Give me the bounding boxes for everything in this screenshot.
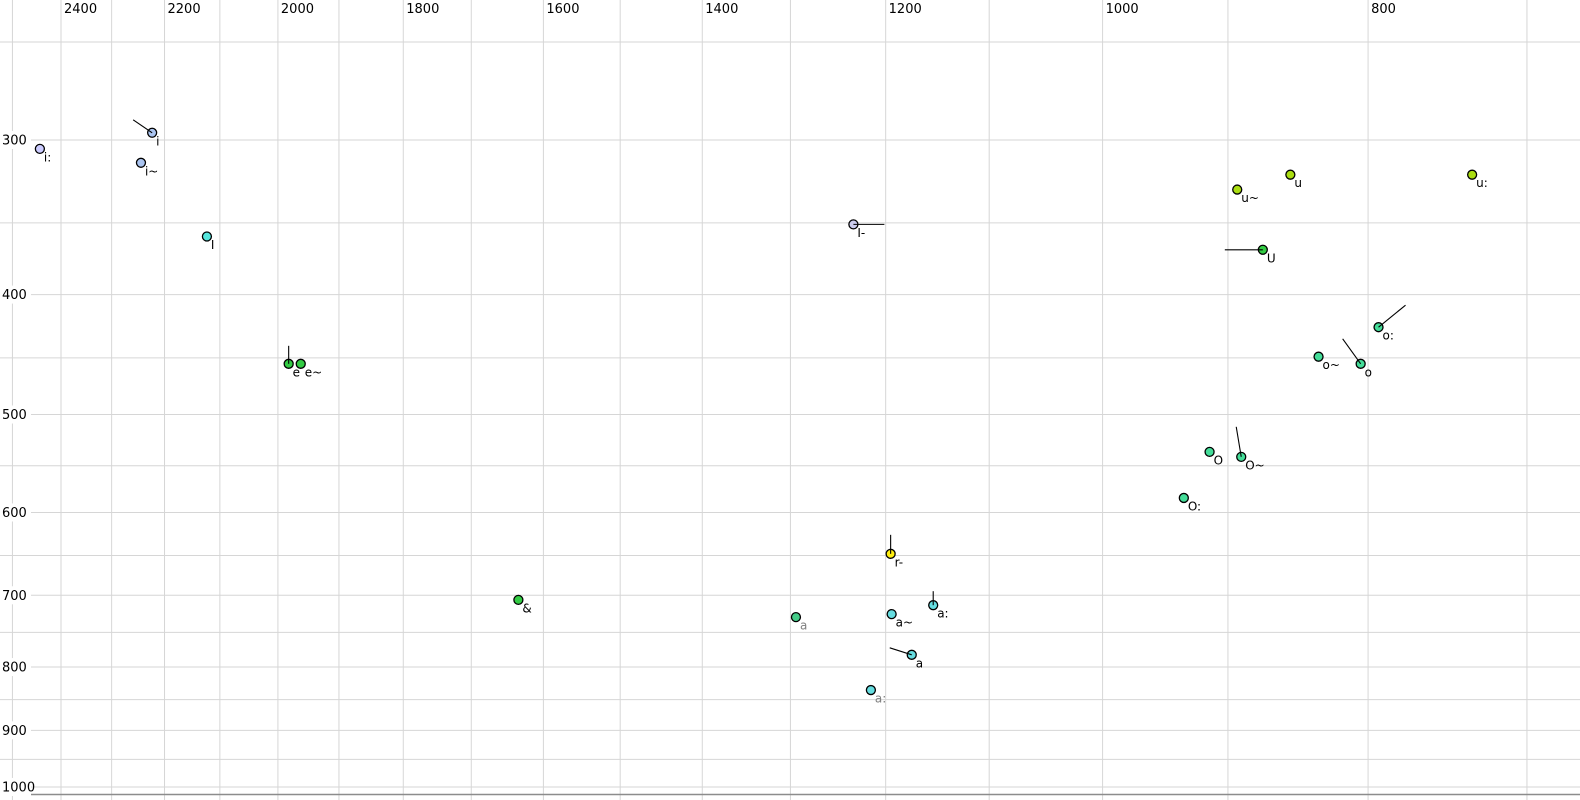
x-axis-tick-label: 1200 bbox=[889, 2, 922, 17]
data-point-u bbox=[1285, 169, 1296, 180]
y-axis-label-patch bbox=[0, 131, 31, 149]
x-axis-tick-label: 1600 bbox=[546, 2, 579, 17]
y-axis-tick-label: 500 bbox=[2, 408, 27, 423]
y-axis-tick-label: 700 bbox=[2, 589, 27, 604]
data-point-label: u~ bbox=[1241, 191, 1259, 205]
data-point-label: e bbox=[293, 365, 300, 379]
y-axis-label-patch bbox=[0, 503, 31, 522]
data-point-label: O bbox=[1214, 453, 1223, 467]
y-axis-label-patch bbox=[0, 777, 31, 796]
data-point-whisker bbox=[1235, 426, 1242, 457]
data-point-label: a~ bbox=[896, 616, 913, 630]
data-point-whisker bbox=[1378, 304, 1406, 328]
data-point-label: i: bbox=[44, 150, 51, 164]
data-point-label: I- bbox=[857, 226, 865, 240]
data-point-label: a: bbox=[937, 607, 948, 621]
data-point-u bbox=[1466, 169, 1478, 180]
data-point-a bbox=[790, 611, 802, 623]
data-point-a bbox=[865, 684, 877, 696]
data-point-label: a: bbox=[875, 692, 886, 706]
y-axis-tick-label: 600 bbox=[2, 506, 27, 521]
x-axis-tick-label: 800 bbox=[1371, 2, 1396, 17]
data-point-u bbox=[1232, 184, 1243, 195]
data-point- bbox=[513, 594, 524, 606]
data-point-label: O: bbox=[1188, 499, 1201, 513]
y-axis-tick-label: 300 bbox=[2, 134, 27, 149]
data-point-label: i~ bbox=[145, 164, 158, 178]
data-point-label: o bbox=[1365, 365, 1372, 379]
data-point-label: u: bbox=[1476, 176, 1488, 190]
data-point-i bbox=[135, 157, 147, 168]
y-axis-tick-label: 1000 bbox=[2, 780, 35, 795]
data-point-label: r- bbox=[895, 555, 904, 569]
data-point-I bbox=[201, 231, 213, 242]
data-point-whisker bbox=[1342, 338, 1362, 365]
x-axis-tick-label: 2200 bbox=[168, 2, 201, 17]
x-axis-tick-label: 1400 bbox=[705, 2, 738, 17]
y-axis-label-patch bbox=[0, 658, 31, 677]
data-point-i bbox=[34, 143, 46, 155]
data-point-label: o: bbox=[1383, 329, 1394, 343]
data-point-a bbox=[886, 609, 897, 620]
x-axis-tick-label: 2000 bbox=[281, 2, 314, 17]
data-point-label: i bbox=[156, 134, 159, 148]
data-point-label: e~ bbox=[305, 365, 322, 379]
data-point-label: a bbox=[916, 656, 923, 670]
data-point-label: a bbox=[800, 619, 807, 633]
data-point-e bbox=[295, 358, 306, 369]
data-point-label: o~ bbox=[1323, 358, 1340, 372]
data-point-label: & bbox=[522, 601, 531, 615]
data-point-whisker bbox=[132, 119, 153, 134]
x-axis-tick-label: 1000 bbox=[1106, 2, 1139, 17]
y-axis-tick-label: 400 bbox=[2, 288, 27, 303]
data-point-O bbox=[1178, 492, 1189, 504]
data-point-whisker bbox=[889, 647, 912, 656]
y-axis-label-patch bbox=[0, 405, 31, 424]
data-point-label: O~ bbox=[1245, 458, 1265, 472]
x-axis-tick-label: 2400 bbox=[64, 2, 97, 17]
y-axis-label-patch bbox=[0, 721, 31, 740]
y-axis-tick-label: 900 bbox=[2, 724, 27, 739]
y-axis-tick-label: 800 bbox=[2, 661, 27, 676]
data-point-label: u bbox=[1294, 176, 1302, 190]
data-point-o bbox=[1313, 351, 1324, 362]
data-point-O bbox=[1204, 446, 1215, 458]
y-axis-label-patch bbox=[0, 586, 31, 605]
x-axis-tick-label: 1800 bbox=[406, 2, 439, 17]
data-point-label: U bbox=[1267, 251, 1276, 265]
y-axis-label-patch bbox=[0, 285, 31, 304]
data-point-label: I bbox=[211, 238, 215, 252]
